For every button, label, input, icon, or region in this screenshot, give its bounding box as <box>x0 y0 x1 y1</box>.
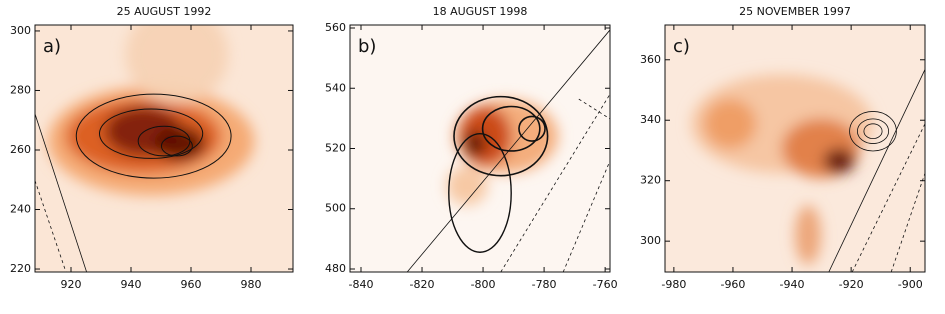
intensity-region <box>704 99 756 149</box>
contour <box>453 95 549 177</box>
y-tick-label: 340 <box>640 113 661 126</box>
limb-line <box>828 69 925 272</box>
panel-title: 25 NOVEMBER 1997 <box>739 5 851 18</box>
limb-line <box>35 113 87 272</box>
panel-label: b) <box>358 36 376 57</box>
x-tick-label: -900 <box>898 278 923 291</box>
intensity-region <box>446 165 488 206</box>
panel-label: a) <box>43 36 61 57</box>
intensity-region <box>125 25 229 105</box>
x-tick-label: -800 <box>471 278 496 291</box>
x-tick-label: -760 <box>593 278 618 291</box>
y-tick-label: 320 <box>640 174 661 187</box>
y-tick-label: 300 <box>10 24 31 37</box>
heatmap-blobs <box>691 74 873 265</box>
panel-label: c) <box>673 36 690 57</box>
x-tick-label: -780 <box>532 278 557 291</box>
panel-title: 25 AUGUST 1992 <box>117 5 212 18</box>
panel-title: 18 AUGUST 1998 <box>433 5 528 18</box>
heatmap-blobs <box>446 99 558 206</box>
limb-line <box>406 29 610 272</box>
limb-line <box>500 93 610 272</box>
heatmap <box>350 25 610 272</box>
plot-frame <box>34 24 294 273</box>
limb-line <box>578 98 610 120</box>
x-tick-label: -960 <box>720 278 745 291</box>
contour <box>160 135 193 157</box>
y-tick-label: 360 <box>640 53 661 66</box>
x-tick-label: 980 <box>241 278 262 291</box>
contour <box>75 93 232 179</box>
x-tick-label: -840 <box>349 278 374 291</box>
contour <box>857 118 890 144</box>
x-tick-label: -920 <box>839 278 864 291</box>
y-tick-label: 220 <box>10 262 31 275</box>
intensity-region <box>153 126 206 161</box>
contour <box>849 111 897 152</box>
y-tick-label: 280 <box>10 83 31 96</box>
limb-line <box>562 160 610 272</box>
x-tick-label: 920 <box>61 278 82 291</box>
x-tick-label: 960 <box>181 278 202 291</box>
y-tick-label: 560 <box>325 21 346 34</box>
y-tick-label: 240 <box>10 203 31 216</box>
x-tick-label: -820 <box>410 278 435 291</box>
y-tick-label: 480 <box>325 262 346 275</box>
intensity-region <box>795 205 821 265</box>
limb-line <box>35 180 67 272</box>
contour <box>481 105 541 152</box>
contour <box>99 108 204 159</box>
plot-frame <box>664 24 926 273</box>
heatmap <box>35 25 293 272</box>
y-tick-label: 260 <box>10 143 31 156</box>
y-tick-label: 520 <box>325 142 346 155</box>
contour <box>518 115 546 142</box>
y-tick-label: 300 <box>640 234 661 247</box>
x-tick-label: -980 <box>661 278 686 291</box>
intensity-region <box>823 148 855 174</box>
heatmap <box>665 25 925 272</box>
x-tick-label: -940 <box>780 278 805 291</box>
contour <box>863 123 883 140</box>
y-tick-label: 500 <box>325 202 346 215</box>
y-tick-label: 540 <box>325 81 346 94</box>
contour <box>448 132 512 253</box>
x-tick-label: 940 <box>121 278 142 291</box>
